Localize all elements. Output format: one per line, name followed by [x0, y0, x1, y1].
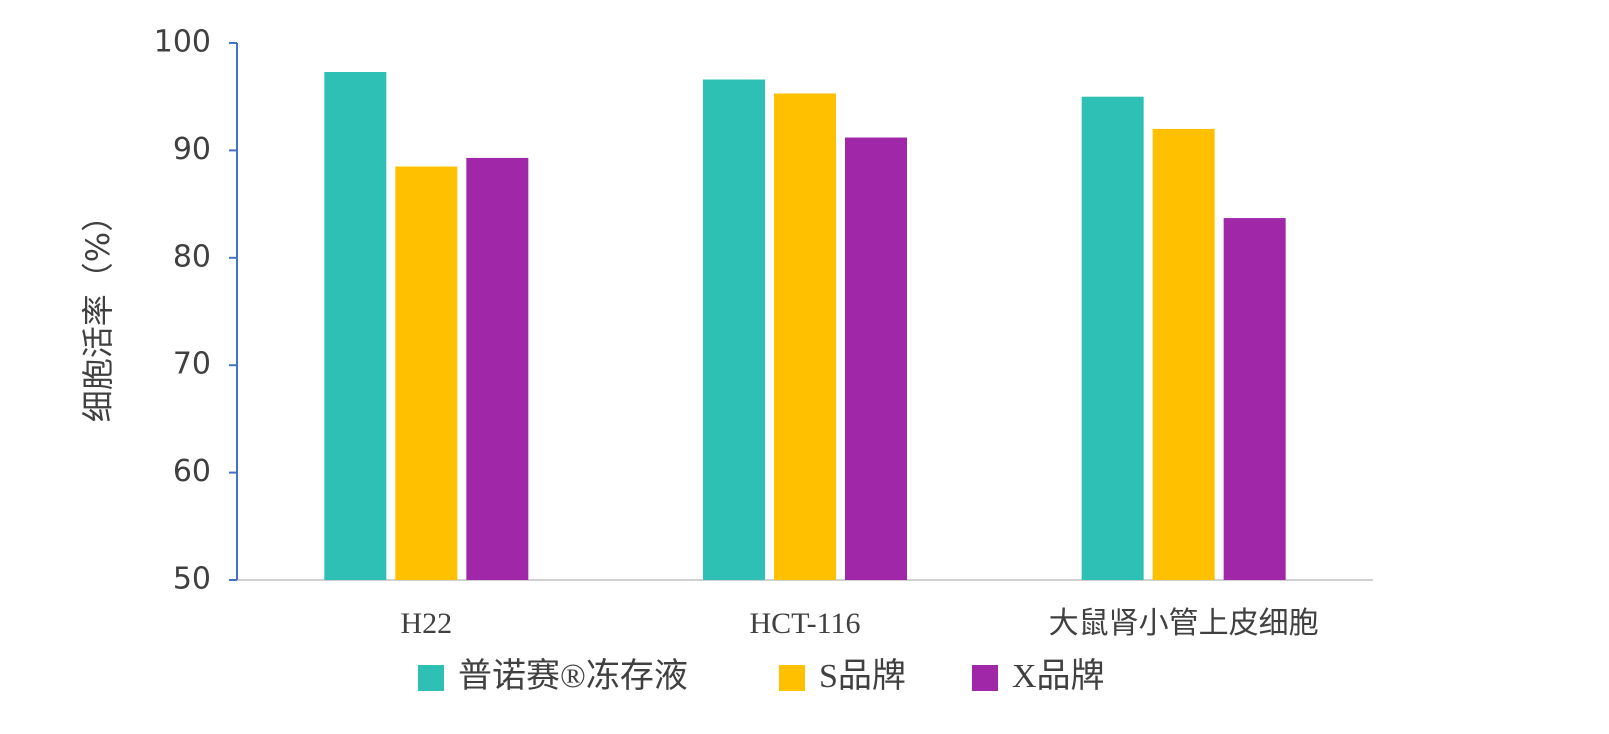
bar: [1081, 96, 1144, 580]
y-tick-label: 50: [173, 562, 211, 597]
legend-swatch: [418, 665, 444, 691]
bar: [1152, 128, 1215, 581]
bar: [774, 93, 836, 580]
legend-swatch: [972, 665, 998, 691]
y-tick-label: 100: [154, 25, 211, 60]
legend-label: X品牌: [1012, 657, 1105, 695]
y-tick-label: 60: [173, 454, 211, 489]
x-tick-label: H22: [400, 607, 452, 640]
bar: [466, 157, 529, 580]
y-tick-label: 70: [173, 347, 211, 382]
bar: [324, 71, 387, 581]
bar: [703, 79, 765, 581]
y-axis-label: 细胞活率（%）: [79, 200, 117, 422]
bar: [395, 166, 458, 580]
x-tick-label: 大鼠肾小管上皮细胞: [1049, 607, 1319, 640]
legend-label: S品牌: [819, 657, 906, 695]
y-tick-label: 80: [173, 239, 211, 274]
legend-swatch: [779, 665, 805, 691]
y-tick-label: 90: [173, 132, 211, 167]
bar: [1223, 218, 1286, 580]
legend-label: 普诺赛®冻存液: [458, 657, 688, 695]
x-tick-label: HCT-116: [749, 607, 860, 640]
bar: [845, 137, 907, 580]
